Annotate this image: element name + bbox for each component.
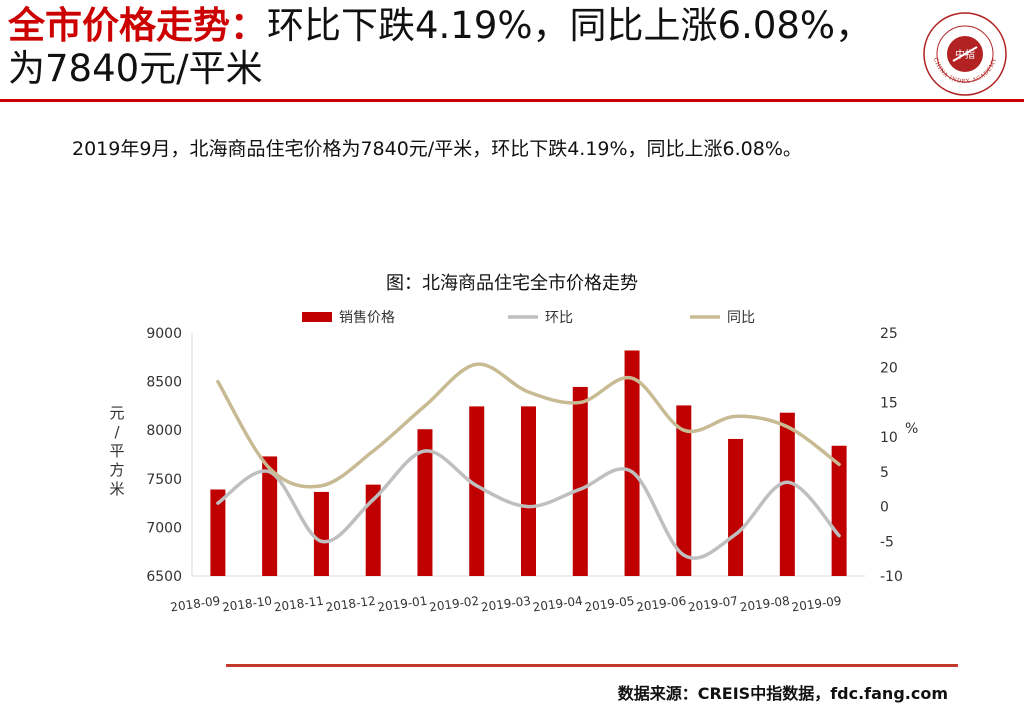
x-tick-label: 2019-08 <box>739 594 791 615</box>
title-accent: 全市价格走势： <box>8 4 267 47</box>
y-left-tick-label: 6500 <box>146 569 182 585</box>
y-left-axis-label-char: 元 <box>109 404 124 422</box>
bar-2019-01 <box>417 429 433 576</box>
title-divider <box>0 99 1024 102</box>
y-right-tick-label: 5 <box>880 465 889 481</box>
data-source: 数据来源：CREIS中指数据，fdc.fang.com <box>617 684 948 703</box>
x-tick-label: 2019-03 <box>480 594 532 615</box>
summary-text: 2019年9月，北海商品住宅价格为7840元/平米，环比下跌4.19%，同比上涨… <box>72 138 802 160</box>
y-right-tick-label: 10 <box>880 430 898 446</box>
y-left-axis-label-char: 方 <box>109 461 124 479</box>
logo-center-text: 中指 <box>955 48 975 61</box>
x-tick-label: 2018-10 <box>221 594 273 615</box>
bar-2018-11 <box>313 491 329 576</box>
x-tick-label: 2019-09 <box>791 594 843 615</box>
x-tick-label: 2019-04 <box>532 594 584 615</box>
y-left-tick-label: 7500 <box>146 472 182 488</box>
y-right-tick-label: 20 <box>880 361 898 377</box>
bar-2019-03 <box>521 406 536 576</box>
y-left-axis-label-char: 米 <box>109 480 124 498</box>
x-tick-label: 2019-07 <box>687 594 739 615</box>
x-tick-label: 2018-09 <box>170 594 222 615</box>
y-right-tick-label: 25 <box>880 326 898 342</box>
bar-2019-05 <box>624 350 640 576</box>
bar-2018-12 <box>365 484 381 576</box>
bar-2019-02 <box>469 406 485 576</box>
y-left-tick-label: 8500 <box>146 375 182 391</box>
y-right-tick-label: -5 <box>880 534 894 550</box>
x-tick-label: 2019-06 <box>635 594 687 615</box>
x-tick-label: 2019-05 <box>584 594 636 615</box>
price-trend-chart: 6500 7000 7500 8000 8500 9000 -10 -5 0 5 10 15 20 25 元… <box>109 310 918 615</box>
x-tick-label: 2018-11 <box>273 594 325 615</box>
chart-title: 图：北海商品住宅全市价格走势 <box>386 273 638 294</box>
y-left-axis-label-char: 平 <box>109 442 124 460</box>
page-title: 全市价格走势：环比下跌4.19%，同比上涨6.08%，为7840元/平米 <box>8 4 908 90</box>
y-right-tick-label: -10 <box>880 569 903 585</box>
bar-2019-07 <box>728 438 744 576</box>
bar-2018-10 <box>262 456 278 576</box>
x-tick-label: 2018-12 <box>325 594 377 615</box>
bar-2019-06 <box>676 405 692 576</box>
line-series-环比 <box>216 449 841 560</box>
bar-2018-09 <box>210 489 226 576</box>
y-left-tick-label: 7000 <box>146 520 182 536</box>
footer-divider <box>226 664 958 667</box>
y-right-axis-label: % <box>905 421 918 437</box>
y-right-tick-label: 0 <box>880 500 889 516</box>
x-tick-label: 2019-02 <box>428 594 480 615</box>
legend-label-同比: 同比 <box>727 310 755 326</box>
title-rest: 环比下跌4.19%，同比上涨6.08%，为7840元/平米 <box>8 4 873 90</box>
bar-2019-09 <box>831 445 847 576</box>
legend-swatch-销售价格 <box>302 312 332 322</box>
y-left-tick-label: 8000 <box>146 423 182 439</box>
x-tick-label: 2019-01 <box>377 594 429 615</box>
legend-label-销售价格: 销售价格 <box>339 310 395 326</box>
legend-label-环比: 环比 <box>545 310 573 326</box>
line-series-同比 <box>216 362 841 489</box>
y-left-tick-label: 9000 <box>146 326 182 342</box>
bar-2019-04 <box>572 386 588 576</box>
y-left-axis-label-char: / <box>114 423 120 441</box>
y-right-tick-label: 15 <box>880 395 898 411</box>
china-index-academy-logo-icon: 中指 CHINA INDEX ACADEMY <box>923 12 1007 96</box>
bar-2019-08 <box>779 412 795 576</box>
